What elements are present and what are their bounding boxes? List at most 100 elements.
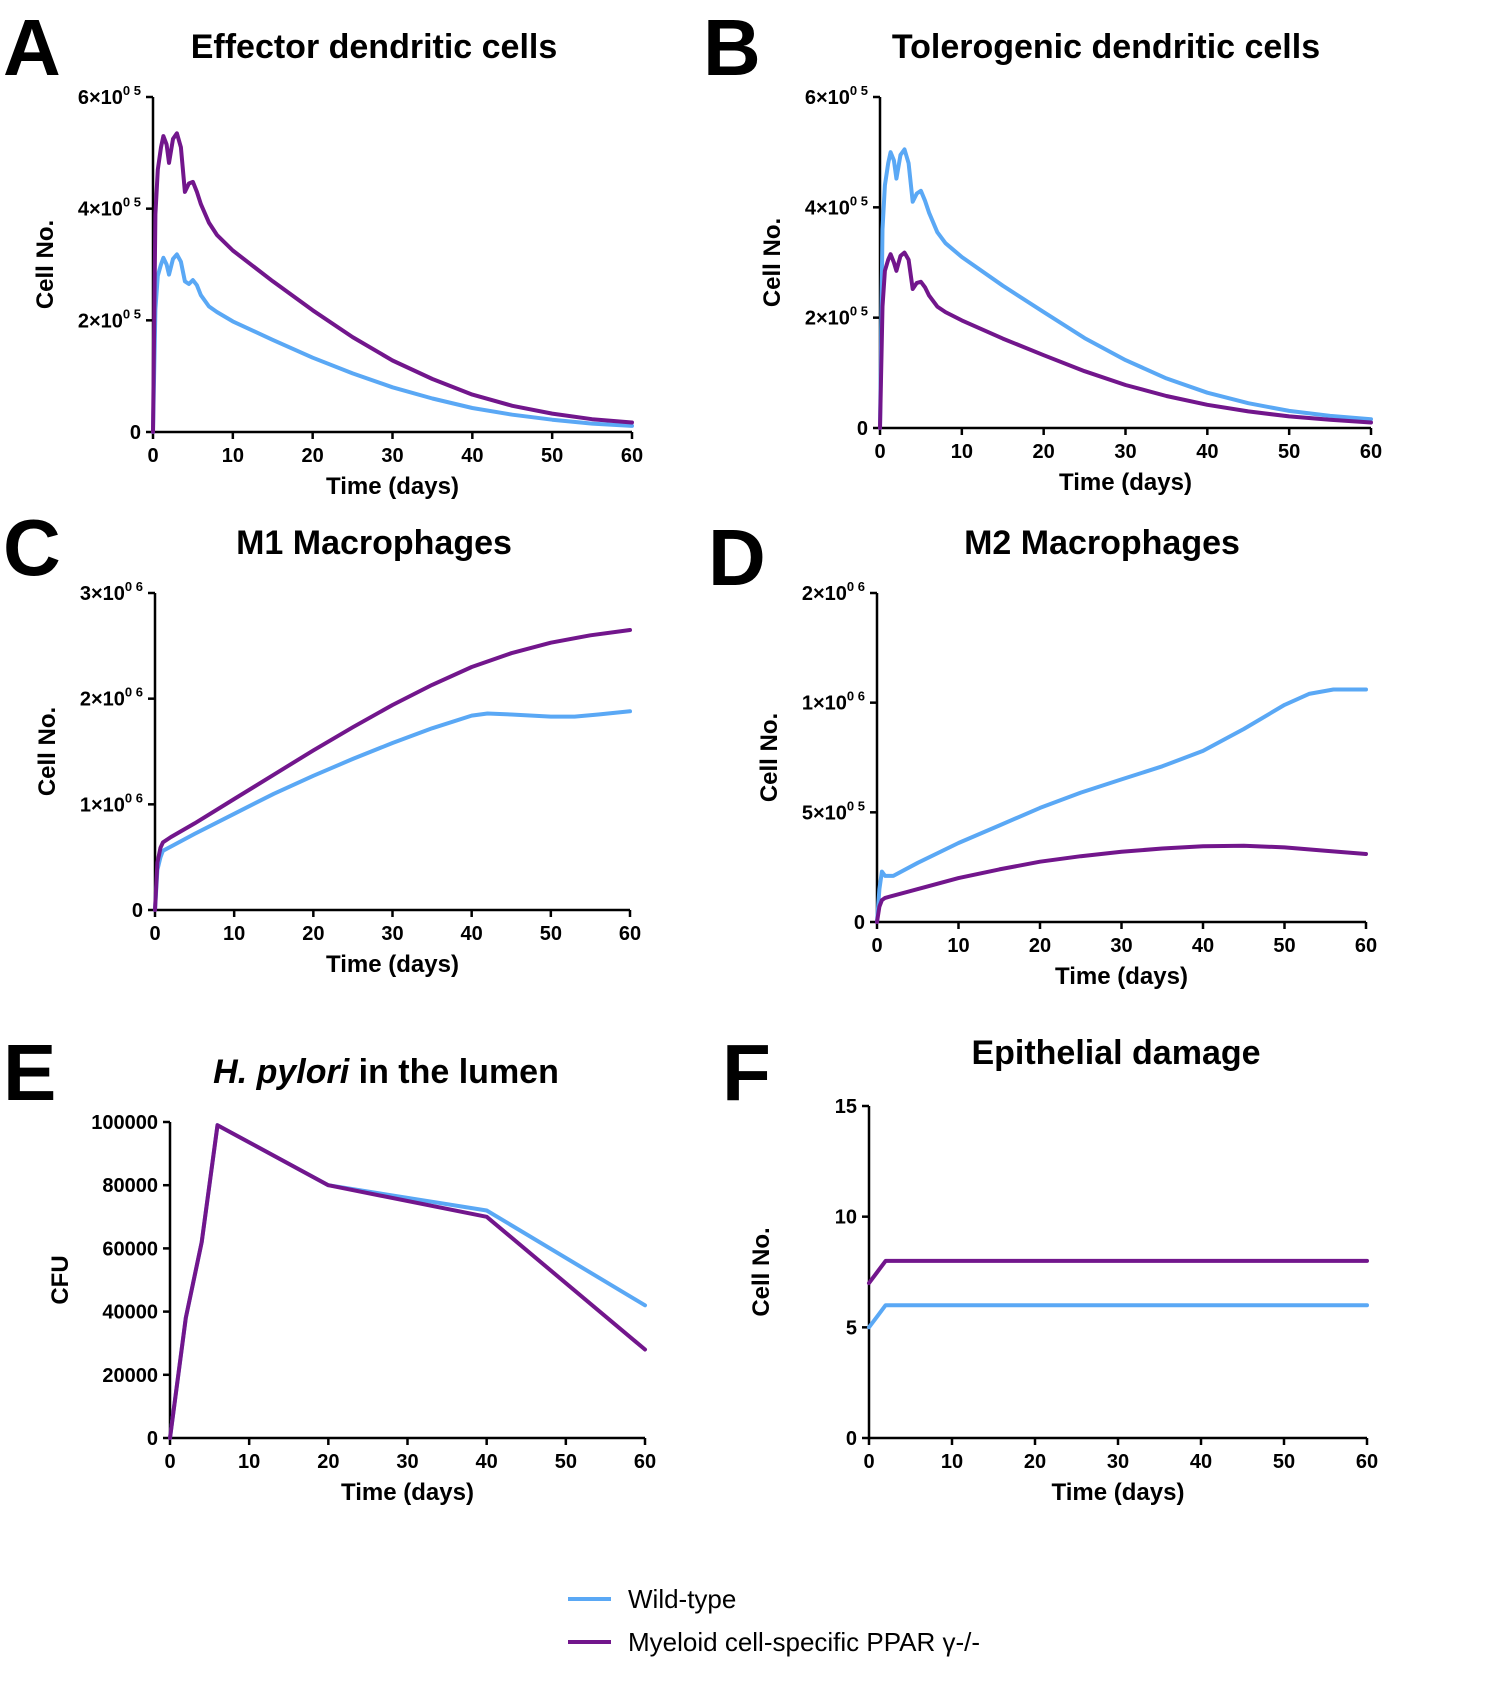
y-axis-title-b: Cell No. [759, 218, 786, 307]
chart-title-d: M2 Macrophages [964, 524, 1240, 562]
y-tick-label-d-500000: 5×100 5 [802, 798, 865, 824]
chart-title-f: Epithelial damage [971, 1034, 1260, 1072]
x-tick-label-a-10: 10 [222, 445, 244, 467]
legend-item-wild-type: Wild-type [568, 1584, 736, 1614]
legend-label-wild-type: Wild-type [628, 1584, 736, 1614]
y-tick-base-c-1000000: 1×10 [80, 794, 125, 816]
x-tick-label-f-20: 20 [1024, 1451, 1046, 1473]
chart-panel-e: E H. pylori in the lumen 0 10 20 30 40 50 60 0 200… [3, 1028, 656, 1506]
y-tick-sup-a-600000: 0 5 [123, 83, 141, 98]
y-tick-base-f-5: 5 [846, 1317, 857, 1339]
y-tick-label-e-0: 0 [147, 1428, 158, 1450]
legend-item-ppar-ko: Myeloid cell-specific PPAR γ-/- [568, 1627, 980, 1657]
x-tick-label-e-0: 0 [164, 1451, 175, 1473]
series-line-a-ppar-ko [151, 131, 634, 434]
series-line-f-ppar-ko [867, 1258, 1369, 1286]
y-tick-base-b-0: 0 [857, 418, 868, 440]
series-line-b-wild-type [878, 147, 1373, 430]
x-tick-label-b-10: 10 [951, 441, 973, 463]
x-axis-title-d: Time (days) [1055, 963, 1188, 990]
y-tick-label-c-0: 0 [132, 900, 143, 922]
y-tick-base-c-3000000: 3×10 [80, 583, 125, 605]
y-tick-label-d-1500000: 2×100 6 [802, 579, 865, 605]
y-axis-title-a: Cell No. [32, 220, 59, 309]
y-axis-title-f: Cell No. [748, 1227, 775, 1316]
x-tick-label-f-10: 10 [941, 1451, 963, 1473]
x-tick-label-d-50: 50 [1273, 935, 1295, 957]
y-tick-label-e-100000: 100000 [91, 1112, 158, 1134]
chart-panel-d: D M2 Macrophages 0 10 20 30 40 50 60 0 5×100 5 1×10… [708, 513, 1377, 990]
y-tick-label-a-200000: 2×100 5 [78, 306, 141, 332]
y-tick-label-e-20000: 20000 [102, 1365, 158, 1387]
series-line-d-ppar-ko [875, 843, 1368, 924]
series-line-b-ppar-ko [878, 250, 1373, 430]
x-tick-label-b-0: 0 [874, 441, 885, 463]
x-tick-label-c-10: 10 [223, 923, 245, 945]
x-tick-label-c-0: 0 [149, 923, 160, 945]
y-tick-label-c-1000000: 1×100 6 [80, 790, 143, 816]
y-tick-sup-b-200000: 0 5 [850, 304, 868, 319]
chart-title-a: Effector dendritic cells [191, 28, 558, 66]
x-tick-label-f-40: 40 [1190, 1451, 1212, 1473]
series-line-e-ppar-ko [168, 1123, 647, 1440]
y-tick-base-f-0: 0 [846, 1428, 857, 1450]
y-tick-label-a-0: 0 [130, 422, 141, 444]
series-line-f-wild-type [867, 1303, 1369, 1330]
panel-letter-a: A [3, 3, 61, 92]
series-line-a-wild-type [151, 252, 634, 434]
x-tick-label-c-30: 30 [381, 923, 403, 945]
y-tick-base-a-400000: 4×10 [78, 199, 123, 221]
series-line-c-ppar-ko [153, 628, 632, 912]
y-tick-base-b-200000: 2×10 [805, 308, 850, 330]
x-tick-label-c-50: 50 [540, 923, 562, 945]
x-tick-label-e-20: 20 [317, 1451, 339, 1473]
x-tick-label-a-60: 60 [621, 445, 643, 467]
x-axis-title-a: Time (days) [326, 473, 459, 500]
y-tick-base-b-600000: 6×10 [805, 87, 850, 109]
x-axis-title-b: Time (days) [1059, 469, 1192, 496]
panel-letter-b: B [703, 3, 761, 92]
y-tick-base-d-500000: 5×10 [802, 802, 847, 824]
x-tick-label-b-40: 40 [1196, 441, 1218, 463]
x-tick-label-a-0: 0 [147, 445, 158, 467]
y-tick-label-a-400000: 4×100 5 [78, 195, 141, 221]
y-tick-base-a-600000: 6×10 [78, 87, 123, 109]
y-tick-sup-c-3000000: 0 6 [125, 579, 143, 594]
x-tick-label-d-60: 60 [1355, 935, 1377, 957]
x-tick-label-c-60: 60 [619, 923, 641, 945]
x-tick-label-b-30: 30 [1114, 441, 1136, 463]
y-tick-label-b-400000: 4×100 5 [805, 193, 868, 219]
x-tick-label-a-40: 40 [461, 445, 483, 467]
panel-letter-c: C [3, 503, 61, 592]
y-tick-base-c-0: 0 [132, 900, 143, 922]
x-tick-label-c-20: 20 [302, 923, 324, 945]
y-tick-base-a-0: 0 [130, 422, 141, 444]
y-tick-label-f-10: 10 [835, 1207, 857, 1229]
panel-letter-f: F [722, 1028, 771, 1117]
y-tick-label-b-0: 0 [857, 418, 868, 440]
x-tick-label-d-30: 30 [1110, 935, 1132, 957]
y-axis-title-c: Cell No. [34, 707, 61, 796]
y-tick-base-e-80000: 80000 [102, 1175, 158, 1197]
y-tick-label-d-0: 0 [854, 912, 865, 934]
y-tick-base-e-100000: 100000 [91, 1112, 158, 1134]
y-tick-base-c-2000000: 2×10 [80, 689, 125, 711]
chart-title-b: Tolerogenic dendritic cells [892, 28, 1320, 66]
y-axis-title-d: Cell No. [756, 713, 783, 802]
x-tick-label-e-10: 10 [238, 1451, 260, 1473]
x-tick-label-d-0: 0 [871, 935, 882, 957]
y-tick-base-e-60000: 60000 [102, 1238, 158, 1260]
x-tick-label-e-40: 40 [476, 1451, 498, 1473]
y-tick-label-f-5: 5 [846, 1317, 857, 1339]
y-tick-base-b-400000: 4×10 [805, 197, 850, 219]
x-tick-label-d-40: 40 [1192, 935, 1214, 957]
chart-title-italic-e: H. pylori [213, 1053, 351, 1091]
y-tick-sup-b-600000: 0 5 [850, 83, 868, 98]
series-line-c-wild-type [153, 709, 632, 912]
x-axis-title-c: Time (days) [326, 951, 459, 978]
x-tick-label-d-20: 20 [1029, 935, 1051, 957]
x-axis-title-e: Time (days) [341, 1479, 474, 1506]
x-tick-label-b-60: 60 [1360, 441, 1382, 463]
panel-letter-d: D [708, 513, 766, 602]
